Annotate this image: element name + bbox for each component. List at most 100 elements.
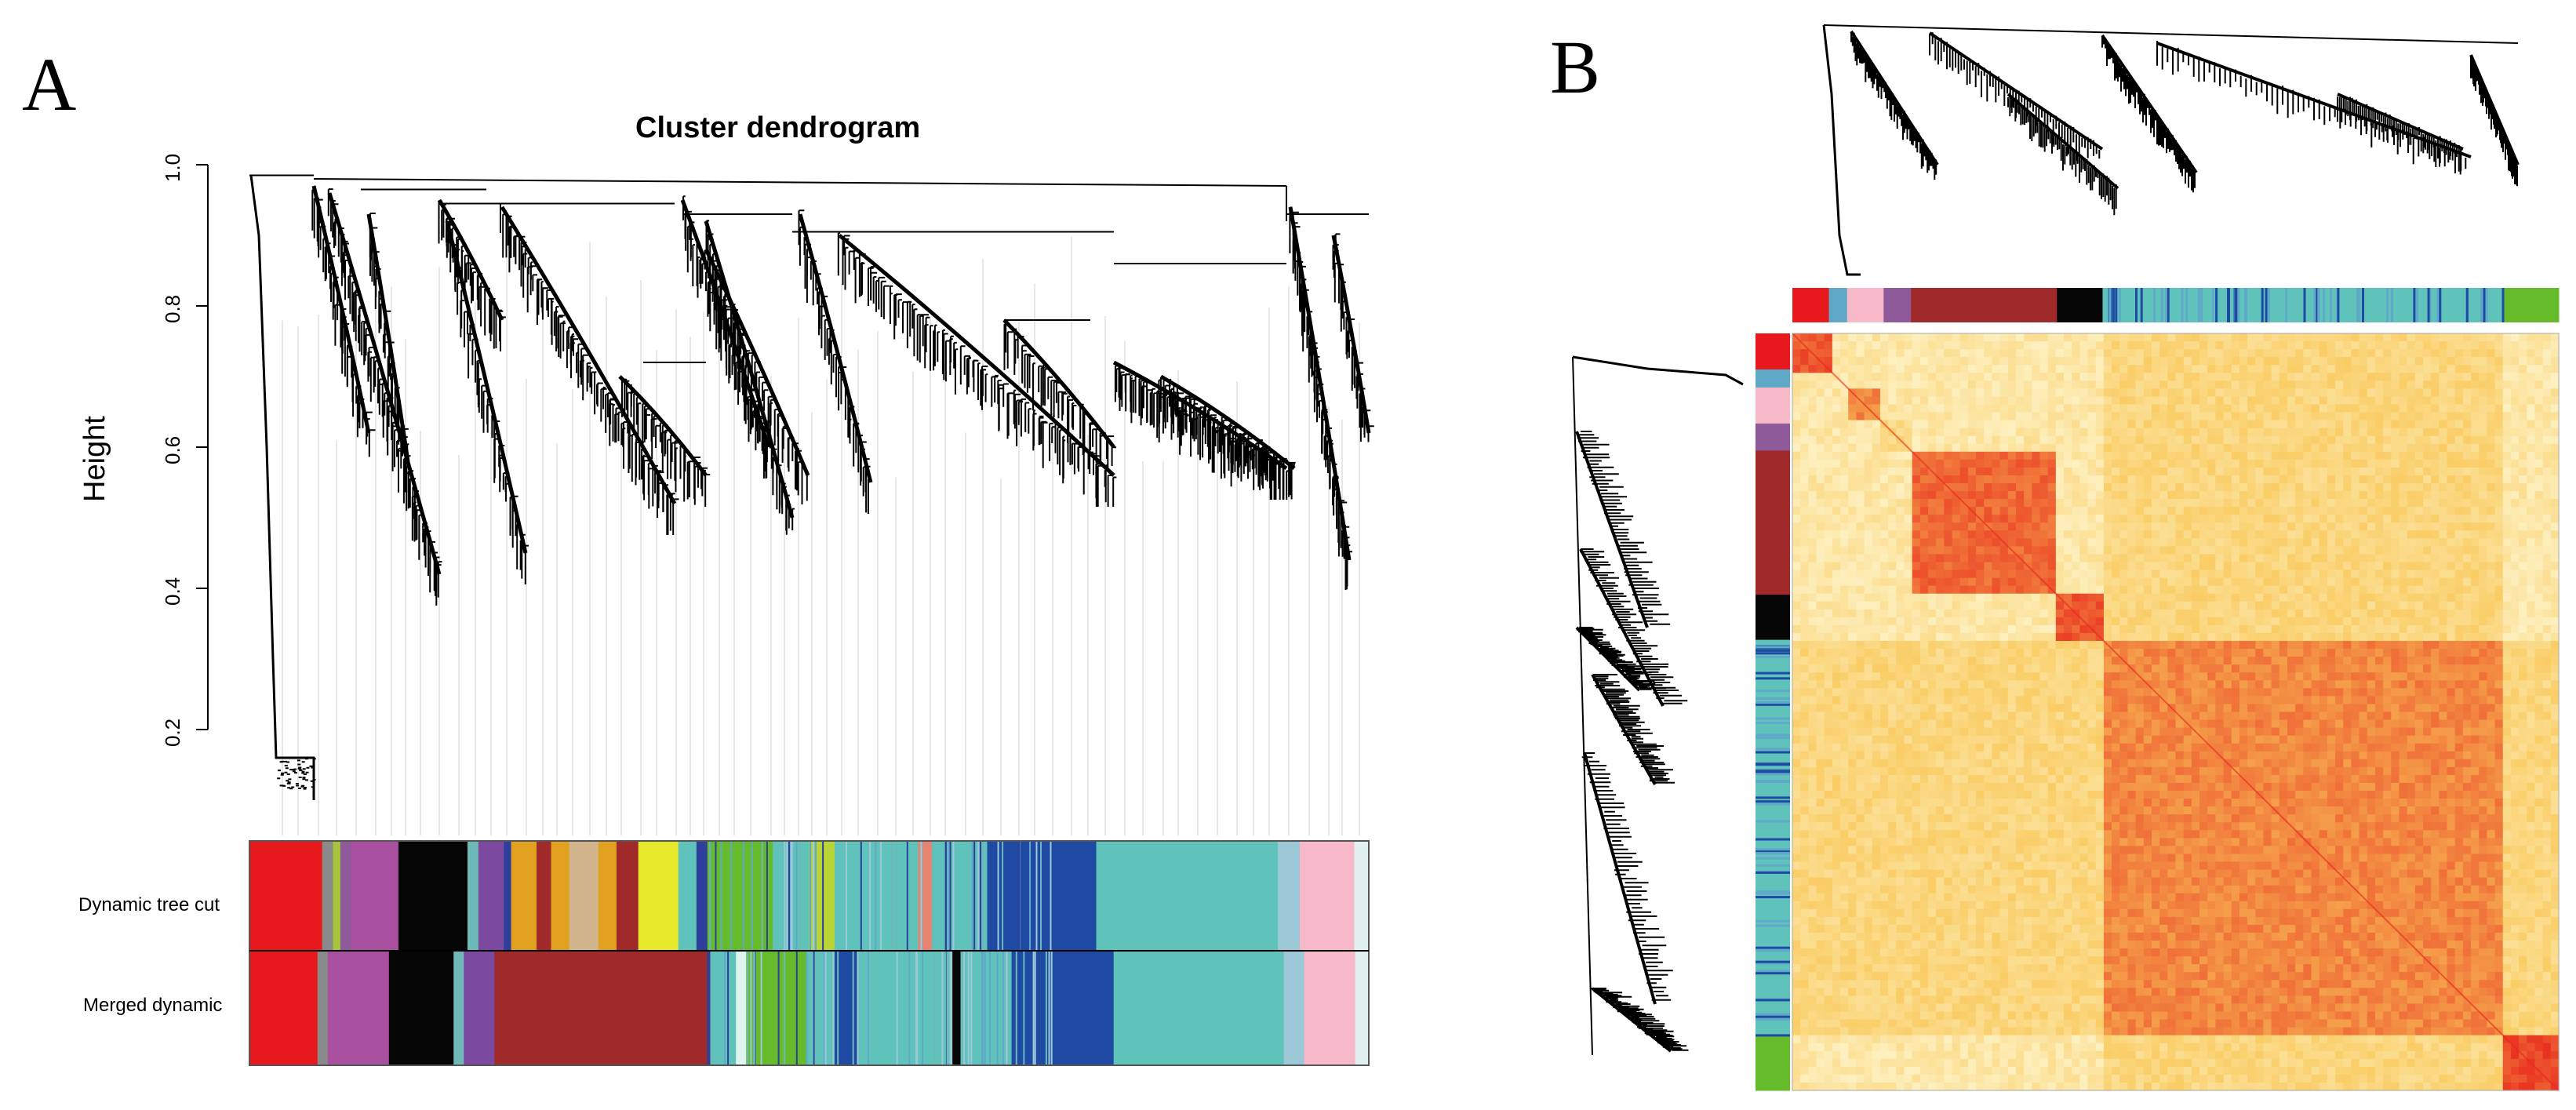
- heatmap-cell: [2311, 357, 2320, 366]
- heatmap-cell: [2239, 562, 2248, 571]
- heatmap-cell: [2039, 632, 2049, 642]
- heatmap-cell: [1944, 577, 1953, 587]
- heatmap-cell: [2471, 420, 2480, 429]
- heatmap-cell: [2439, 396, 2448, 406]
- heatmap-cell: [2527, 435, 2536, 445]
- heatmap-cell: [2032, 491, 2041, 500]
- heatmap-cell: [2191, 420, 2200, 429]
- heatmap-cell: [1959, 649, 1969, 657]
- heatmap-cell: [1928, 365, 1937, 373]
- heatmap-cell: [2407, 459, 2416, 468]
- heatmap-cell: [2127, 388, 2137, 398]
- heatmap-cell: [2087, 585, 2097, 595]
- heatmap-cell: [1904, 365, 1913, 373]
- heatmap-cell: [2454, 420, 2464, 429]
- heatmap-cell: [2032, 428, 2041, 437]
- heatmap-cell: [2367, 491, 2376, 500]
- heatmap-cell: [2359, 365, 2368, 373]
- heatmap-cell: [2303, 420, 2312, 429]
- heatmap-cell: [2494, 624, 2504, 634]
- heatmap-cell: [2223, 570, 2232, 579]
- heatmap-cell: [2335, 499, 2344, 508]
- heatmap-cell: [2399, 617, 2408, 626]
- heatmap-cell: [1824, 617, 1833, 626]
- heatmap-cell: [1888, 624, 1897, 634]
- heatmap-cell: [1879, 349, 1889, 358]
- heatmap-cell: [2255, 349, 2265, 358]
- heatmap-cell: [2527, 696, 2536, 705]
- heatmap-cell: [2239, 688, 2248, 697]
- heatmap-cell: [2462, 467, 2472, 476]
- heatmap-cell: [1840, 577, 1849, 587]
- heatmap-cell: [2311, 467, 2320, 476]
- heatmap-cell: [2343, 357, 2352, 366]
- branch-spine: [1002, 318, 1115, 449]
- heatmap-cell: [2534, 641, 2544, 650]
- heatmap-cell: [2534, 428, 2544, 437]
- heatmap-cell: [1999, 609, 2009, 618]
- heatmap-cell: [1848, 475, 1857, 484]
- heatmap-cell: [2391, 711, 2400, 721]
- heatmap-cell: [2103, 388, 2112, 398]
- heatmap-cell: [2255, 585, 2265, 595]
- heatmap-cell: [2399, 412, 2408, 421]
- heatmap-cell: [2374, 451, 2384, 460]
- heatmap-cell: [2407, 373, 2416, 381]
- heatmap-cell: [2279, 624, 2288, 634]
- heatmap-cell: [2143, 515, 2152, 523]
- heatmap-cell: [2247, 570, 2256, 579]
- heatmap-cell: [2127, 546, 2137, 555]
- heatmap-cell: [2447, 601, 2456, 610]
- heatmap-cell: [2471, 624, 2480, 634]
- heatmap-cell: [2072, 499, 2080, 508]
- heatmap-cell: [2127, 341, 2137, 350]
- heatmap-cell: [1936, 649, 1945, 657]
- heatmap-cell: [2055, 482, 2065, 492]
- heatmap-cell: [2343, 499, 2352, 508]
- module-stripe: [971, 841, 973, 951]
- heatmap-cell: [1832, 349, 1841, 358]
- heatmap-cell: [2231, 380, 2240, 389]
- heatmap-cell: [1984, 451, 1993, 460]
- heatmap-cell: [2383, 428, 2392, 437]
- heatmap-cell: [2167, 554, 2177, 563]
- heatmap-cell: [1824, 672, 1833, 681]
- heatmap-cell: [1832, 624, 1841, 634]
- heatmap-cell: [2064, 420, 2072, 429]
- heatmap-cell: [2287, 704, 2296, 713]
- heatmap-cell: [2343, 672, 2352, 681]
- heatmap-cell: [1992, 546, 2001, 555]
- heatmap-cell: [1896, 349, 1905, 358]
- heatmap-cell: [2247, 467, 2256, 476]
- heatmap-cell: [2135, 475, 2145, 484]
- heatmap-cell: [2479, 373, 2488, 381]
- heatmap-cell: [2351, 522, 2360, 531]
- heatmap-cell: [1928, 672, 1937, 681]
- heatmap-cell: [1808, 672, 1817, 681]
- heatmap-cell: [2487, 404, 2496, 413]
- heatmap-cell: [2447, 538, 2456, 547]
- heatmap-cell: [2175, 632, 2185, 642]
- heatmap-cell: [1952, 538, 1961, 547]
- heatmap-cell: [2103, 499, 2112, 508]
- heatmap-cell: [2032, 672, 2041, 681]
- heatmap-cell: [2112, 357, 2120, 366]
- module-stripe: [896, 951, 898, 1065]
- heatmap-cell: [1912, 380, 1921, 389]
- heatmap-cell: [2207, 404, 2216, 413]
- heatmap-cell: [2374, 641, 2384, 650]
- heatmap-cell: [2199, 696, 2208, 705]
- heatmap-cell: [1872, 577, 1881, 587]
- heatmap-cell: [1992, 499, 2001, 508]
- heatmap-cell: [2542, 420, 2552, 429]
- heatmap-cell: [1792, 435, 1801, 445]
- heatmap-cell: [2391, 664, 2400, 673]
- heatmap-cell: [2151, 412, 2160, 421]
- heatmap-cell: [1840, 554, 1849, 563]
- heatmap-cell: [2064, 341, 2072, 350]
- heatmap-cell: [1840, 491, 1849, 500]
- heatmap-cell: [2032, 373, 2041, 381]
- heatmap-cell: [2374, 491, 2384, 500]
- heatmap-cell: [1936, 641, 1945, 650]
- heatmap-cell: [1919, 680, 1929, 689]
